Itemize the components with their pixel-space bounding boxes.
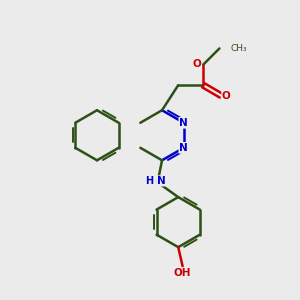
- Text: CH₃: CH₃: [231, 44, 247, 53]
- Text: O: O: [192, 59, 201, 69]
- Text: OH: OH: [174, 268, 191, 278]
- Text: H: H: [145, 176, 153, 186]
- Text: N: N: [179, 118, 188, 128]
- Text: O: O: [222, 91, 231, 100]
- Text: N: N: [179, 143, 188, 153]
- Text: N: N: [157, 176, 166, 186]
